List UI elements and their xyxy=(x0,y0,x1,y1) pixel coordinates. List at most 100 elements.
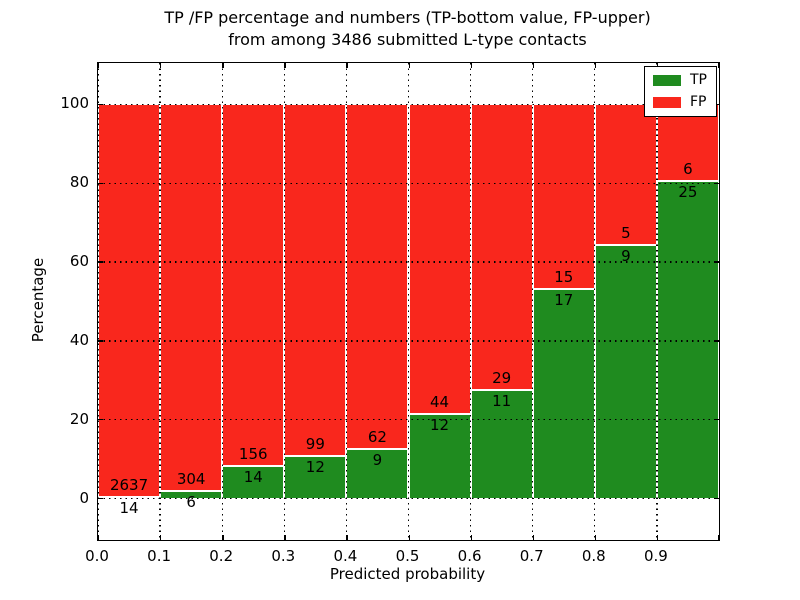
tp-count-label: 11 xyxy=(492,392,512,411)
x-tick xyxy=(717,63,719,68)
x-tick-label: 0.8 xyxy=(581,547,606,565)
fp-count-label: 156 xyxy=(238,445,268,464)
y-tick xyxy=(98,103,103,106)
x-tick xyxy=(532,535,535,540)
fp-count-label: 29 xyxy=(492,369,512,388)
x-tick-label: 0.4 xyxy=(333,547,358,565)
tp-legend-label: TP xyxy=(690,72,707,88)
fp-bar-segment xyxy=(470,104,533,391)
gridline-vertical xyxy=(159,63,161,540)
x-tick xyxy=(408,535,410,540)
fp-count-label: 62 xyxy=(367,427,387,446)
y-tick xyxy=(98,497,103,500)
fp-bar-segment xyxy=(98,104,161,497)
fp-legend-swatch xyxy=(653,97,681,108)
tp-count-label: 14 xyxy=(243,468,263,487)
x-tick-label: 0.1 xyxy=(147,547,172,565)
tp-bar-segment xyxy=(222,466,285,499)
x-tick-label: 0.5 xyxy=(395,547,420,565)
x-tick-label: 0.3 xyxy=(271,547,296,565)
fp-bar-segment xyxy=(532,104,595,290)
plot-area: TP FP 2637 14 304 6 156 14 99 12 62 9 44 12 29 11 15 17… xyxy=(97,62,720,541)
x-tick xyxy=(656,535,659,540)
tp-count-label: 12 xyxy=(305,457,325,476)
gridline-vertical xyxy=(656,63,658,540)
tp-count-label: 12 xyxy=(430,416,450,435)
fp-count-label: 6 xyxy=(683,159,693,178)
fp-count-label: 15 xyxy=(554,268,574,287)
x-tick xyxy=(408,63,410,68)
fp-bar-segment xyxy=(222,104,285,467)
legend: TP FP xyxy=(644,66,717,117)
tp-legend-swatch xyxy=(653,75,681,86)
x-tick xyxy=(717,535,719,540)
fp-bar-segment xyxy=(346,104,409,449)
y-tick xyxy=(98,261,103,263)
y-axis-title: Percentage xyxy=(29,257,47,343)
fp-count-label: 44 xyxy=(430,393,450,412)
y-tick-label: 80 xyxy=(69,173,89,192)
gridline-vertical xyxy=(221,63,223,540)
tp-count-label: 6 xyxy=(186,492,196,511)
y-tick xyxy=(714,497,719,500)
gridline-vertical xyxy=(594,63,596,540)
x-tick xyxy=(98,63,100,68)
x-tick-label: 0.0 xyxy=(85,547,109,565)
gridline-vertical xyxy=(283,63,285,540)
fp-bar-segment xyxy=(408,104,471,415)
x-tick-label: 0.7 xyxy=(519,547,544,565)
y-tick xyxy=(98,419,103,421)
y-tick-label: 100 xyxy=(60,94,89,113)
tp-count-label: 9 xyxy=(372,450,383,469)
tp-bar-segment xyxy=(346,448,409,499)
legend-item-tp: TP xyxy=(653,73,707,88)
x-tick xyxy=(346,63,348,68)
gridline-horizontal xyxy=(98,419,719,421)
y-tick-label: 40 xyxy=(69,330,89,349)
x-axis-title: Predicted probability xyxy=(329,565,486,583)
x-tick-label: 0.6 xyxy=(457,547,482,565)
gridline-vertical xyxy=(469,63,472,540)
chart-title: TP /FP percentage and numbers (TP-bottom… xyxy=(97,7,718,51)
fp-count-label: 99 xyxy=(305,435,325,453)
y-tick xyxy=(98,340,103,342)
x-tick xyxy=(160,535,162,540)
gridline-horizontal xyxy=(98,261,719,263)
x-tick xyxy=(346,535,348,540)
tp-bar-segment xyxy=(594,245,657,499)
x-tick-label: 0.9 xyxy=(643,547,668,565)
fp-bar-segment xyxy=(284,104,347,456)
x-tick xyxy=(284,535,286,540)
tp-count-label: 9 xyxy=(621,247,631,266)
gridline-vertical xyxy=(97,63,99,540)
fp-legend-label: FP xyxy=(690,94,707,110)
gridline-horizontal xyxy=(98,340,719,342)
fp-count-label: 5 xyxy=(621,224,631,243)
gridline-vertical xyxy=(407,63,410,540)
fp-count-label: 304 xyxy=(176,469,206,488)
x-tick xyxy=(470,63,472,68)
y-tick xyxy=(714,419,719,421)
fp-count-label: 2637 xyxy=(109,475,149,494)
tp-count-label: 14 xyxy=(119,498,139,517)
y-tick xyxy=(714,182,719,184)
x-tick-label: 0.2 xyxy=(209,547,234,565)
x-tick xyxy=(656,63,659,68)
chart-title-line1: TP /FP percentage and numbers (TP-bottom… xyxy=(164,8,651,27)
y-tick xyxy=(714,340,719,342)
x-tick xyxy=(284,63,286,68)
gridline-vertical xyxy=(345,63,348,540)
fp-bar-segment xyxy=(160,104,223,491)
gridline-horizontal xyxy=(98,497,719,500)
tp-count-label: 25 xyxy=(678,182,698,201)
y-tick xyxy=(98,182,103,184)
x-tick xyxy=(470,535,472,540)
x-tick xyxy=(222,535,224,540)
gridline-horizontal xyxy=(98,182,719,184)
y-tick-label: 0 xyxy=(79,488,89,507)
gridline-horizontal xyxy=(98,103,719,106)
tp-count-label: 17 xyxy=(554,291,574,310)
y-tick-label: 60 xyxy=(69,252,89,271)
x-tick xyxy=(532,63,535,68)
